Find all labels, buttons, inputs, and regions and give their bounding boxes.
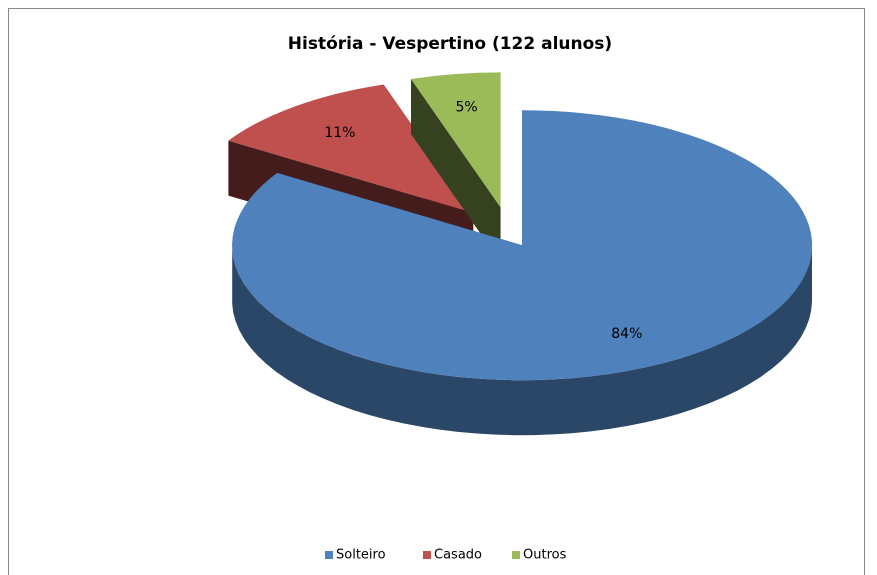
legend-label: Solteiro <box>336 548 386 563</box>
slice-side <box>411 79 501 263</box>
legend-label: Casado <box>434 548 482 563</box>
legend-swatch <box>325 551 333 559</box>
legend-label: Outros <box>523 548 567 563</box>
slice <box>411 72 501 208</box>
data-label: 5% <box>455 99 477 115</box>
legend-swatch <box>423 551 431 559</box>
chart-title: História - Vespertino (122 alunos) <box>288 34 612 54</box>
slice <box>228 84 474 213</box>
legend-swatch <box>512 551 520 559</box>
data-label: 84% <box>611 326 642 342</box>
slice-wall <box>232 246 812 436</box>
data-label: 11% <box>324 125 355 141</box>
slice <box>232 110 813 381</box>
